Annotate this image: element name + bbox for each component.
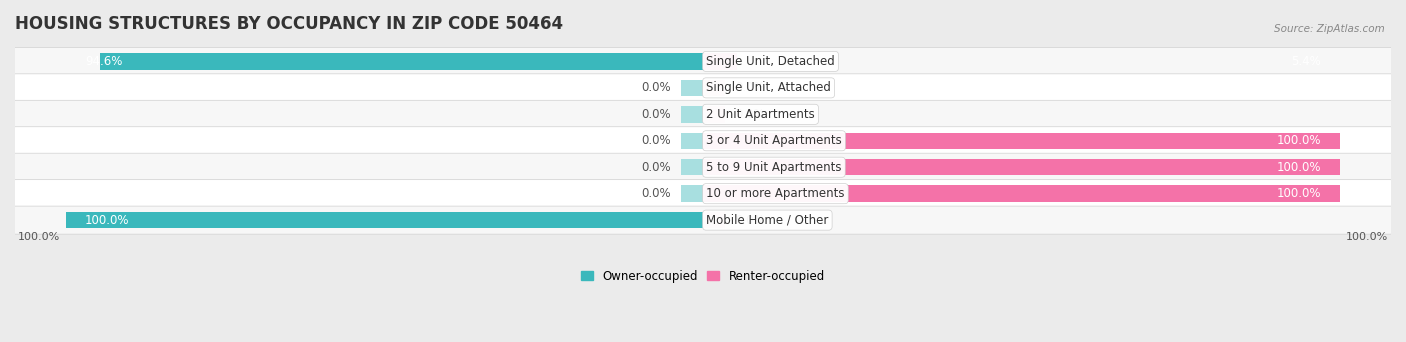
FancyBboxPatch shape — [14, 100, 1392, 128]
FancyBboxPatch shape — [14, 180, 1392, 208]
Text: 100.0%: 100.0% — [1277, 187, 1320, 200]
Bar — [703, 80, 725, 96]
Text: 0.0%: 0.0% — [735, 108, 765, 121]
Bar — [703, 185, 1340, 202]
FancyBboxPatch shape — [14, 153, 1392, 181]
Text: 10 or more Apartments: 10 or more Apartments — [706, 187, 845, 200]
Legend: Owner-occupied, Renter-occupied: Owner-occupied, Renter-occupied — [576, 265, 830, 288]
Text: 94.6%: 94.6% — [86, 55, 122, 68]
Text: 0.0%: 0.0% — [641, 81, 671, 94]
Text: 0.0%: 0.0% — [641, 187, 671, 200]
Bar — [703, 212, 725, 228]
Bar — [100, 53, 703, 70]
Text: Source: ZipAtlas.com: Source: ZipAtlas.com — [1274, 24, 1385, 34]
Bar — [703, 106, 725, 122]
Text: 5.4%: 5.4% — [1291, 55, 1320, 68]
FancyBboxPatch shape — [14, 48, 1392, 76]
Text: 0.0%: 0.0% — [735, 214, 765, 227]
Bar — [703, 133, 1340, 149]
Text: 100.0%: 100.0% — [1346, 232, 1388, 242]
Bar — [681, 185, 703, 202]
Text: 0.0%: 0.0% — [641, 161, 671, 174]
FancyBboxPatch shape — [14, 206, 1392, 234]
Text: Single Unit, Detached: Single Unit, Detached — [706, 55, 835, 68]
Text: 5 to 9 Unit Apartments: 5 to 9 Unit Apartments — [706, 161, 842, 174]
FancyBboxPatch shape — [14, 74, 1392, 102]
FancyBboxPatch shape — [14, 127, 1392, 155]
Bar — [681, 80, 703, 96]
Text: HOUSING STRUCTURES BY OCCUPANCY IN ZIP CODE 50464: HOUSING STRUCTURES BY OCCUPANCY IN ZIP C… — [15, 15, 564, 33]
Text: 0.0%: 0.0% — [641, 134, 671, 147]
Text: Single Unit, Attached: Single Unit, Attached — [706, 81, 831, 94]
Bar — [681, 159, 703, 175]
Text: 0.0%: 0.0% — [735, 81, 765, 94]
Text: 0.0%: 0.0% — [641, 108, 671, 121]
Bar — [681, 106, 703, 122]
Text: 100.0%: 100.0% — [1277, 134, 1320, 147]
Bar — [681, 133, 703, 149]
Text: Mobile Home / Other: Mobile Home / Other — [706, 214, 828, 227]
Bar — [703, 53, 737, 70]
Text: 2 Unit Apartments: 2 Unit Apartments — [706, 108, 815, 121]
Text: 100.0%: 100.0% — [18, 232, 60, 242]
Text: 100.0%: 100.0% — [86, 214, 129, 227]
Bar — [66, 212, 703, 228]
Text: 3 or 4 Unit Apartments: 3 or 4 Unit Apartments — [706, 134, 842, 147]
Text: 100.0%: 100.0% — [1277, 161, 1320, 174]
Bar — [703, 159, 1340, 175]
